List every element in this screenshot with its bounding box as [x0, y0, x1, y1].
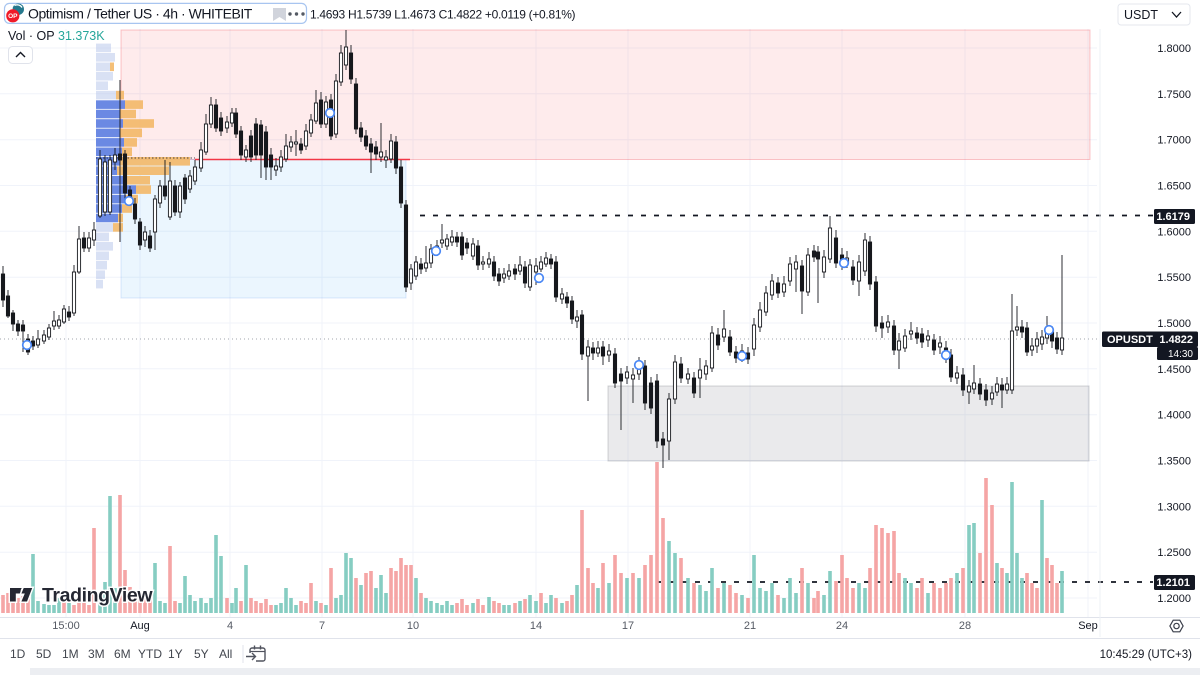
svg-text:1Y: 1Y — [168, 647, 183, 661]
svg-text:Vol · OP: Vol · OP — [8, 29, 55, 43]
svg-text:6M: 6M — [114, 647, 131, 661]
svg-text:5Y: 5Y — [194, 647, 209, 661]
svg-text:10: 10 — [407, 620, 419, 632]
svg-text:14: 14 — [530, 620, 542, 632]
svg-text:1.7000: 1.7000 — [1157, 135, 1191, 147]
svg-text:1.2500: 1.2500 — [1157, 547, 1191, 559]
svg-text:1.2000: 1.2000 — [1157, 593, 1191, 605]
svg-text:Optimism / Tether US · 4h · WH: Optimism / Tether US · 4h · WHITEBIT — [28, 5, 253, 21]
svg-text:28: 28 — [959, 620, 971, 632]
svg-text:1M: 1M — [62, 647, 79, 661]
svg-text:3M: 3M — [88, 647, 105, 661]
svg-text:4: 4 — [227, 620, 233, 632]
svg-text:15:00: 15:00 — [52, 620, 80, 632]
svg-text:10:45:29 (UTC+3): 10:45:29 (UTC+3) — [1100, 649, 1193, 661]
svg-text:17: 17 — [622, 620, 634, 632]
svg-text:1.8000: 1.8000 — [1157, 43, 1191, 55]
svg-text:31.373K: 31.373K — [58, 29, 105, 43]
svg-text:14:30: 14:30 — [1168, 349, 1193, 360]
svg-text:All: All — [219, 647, 232, 661]
svg-text:1.4000: 1.4000 — [1157, 410, 1191, 422]
svg-text:OPUSDT: OPUSDT — [1107, 334, 1153, 346]
svg-text:1D: 1D — [10, 647, 26, 661]
svg-text:1.5500: 1.5500 — [1157, 272, 1191, 284]
svg-text:21: 21 — [744, 620, 756, 632]
svg-text:1.6179: 1.6179 — [1156, 211, 1190, 223]
svg-text:Sep: Sep — [1078, 620, 1098, 632]
svg-text:USDT: USDT — [1124, 8, 1158, 22]
svg-text:OP: OP — [8, 13, 18, 20]
svg-text:1.4500: 1.4500 — [1157, 364, 1191, 376]
svg-text:YTD: YTD — [138, 647, 162, 661]
svg-text:1.3000: 1.3000 — [1157, 501, 1191, 513]
svg-text:1.5000: 1.5000 — [1157, 318, 1191, 330]
svg-text:1.3500: 1.3500 — [1157, 456, 1191, 468]
svg-text:1.6500: 1.6500 — [1157, 181, 1191, 193]
svg-text:24: 24 — [836, 620, 848, 632]
svg-text:Aug: Aug — [130, 620, 150, 632]
svg-text:7: 7 — [319, 620, 325, 632]
svg-text:1.4822: 1.4822 — [1159, 334, 1193, 346]
svg-text:5D: 5D — [36, 647, 52, 661]
svg-text:1.6000: 1.6000 — [1157, 226, 1191, 238]
svg-text:1.7500: 1.7500 — [1157, 89, 1191, 101]
svg-text:1.2101: 1.2101 — [1156, 577, 1190, 589]
svg-text:1.4693 H1.5739 L1.4673 C1.4822: 1.4693 H1.5739 L1.4673 C1.4822 +0.0119 (… — [310, 8, 576, 22]
svg-text:TradingView: TradingView — [42, 585, 153, 607]
